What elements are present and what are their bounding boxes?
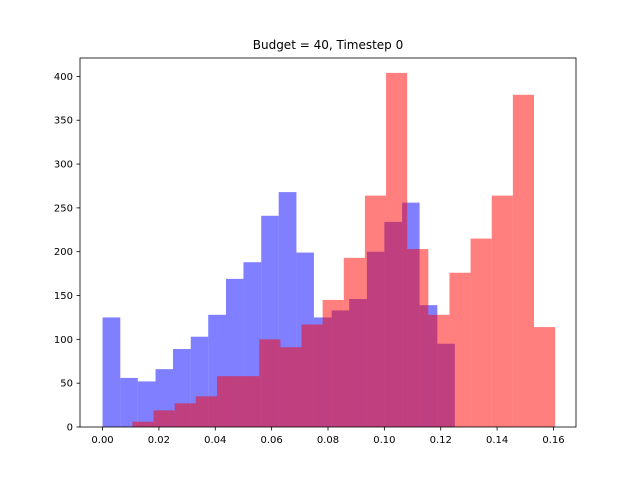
histogram-bar-series-2-bin-8 (280, 347, 302, 427)
x-tick-label: 0.04 (204, 435, 226, 446)
y-tick-label: 50 (60, 379, 73, 390)
histogram-bar-series-2-bin-13 (386, 72, 408, 428)
histogram-bar-series-2-bin-2 (153, 410, 175, 427)
x-tick-label: 0.06 (261, 435, 283, 446)
histogram-bar-series-2-bin-12 (364, 195, 387, 427)
x-tick-label: 0.00 (91, 435, 113, 446)
histogram-bar-series-2-bin-15 (428, 314, 450, 427)
histogram-bar-series-2-bin-9 (301, 324, 323, 427)
x-tick-label: 0.08 (317, 435, 339, 446)
y-tick-label: 150 (54, 291, 73, 302)
y-tick-label: 250 (54, 203, 73, 214)
histogram-bar-series-1-bin-2 (120, 377, 138, 427)
histogram-bar-series-2-bin-16 (449, 272, 471, 427)
histogram-bar-series-2-bin-17 (470, 238, 492, 427)
x-tick-label: 0.14 (486, 435, 508, 446)
histogram-bar-series-2-bin-14 (407, 249, 429, 427)
y-tick-label: 200 (54, 247, 73, 258)
histogram-bars (102, 72, 556, 428)
histogram-bar-series-2-bin-19 (512, 94, 535, 427)
y-tick-label: 100 (54, 335, 73, 346)
chart-title: Budget = 40, Timestep 0 (253, 38, 404, 52)
y-tick-label: 0 (67, 423, 73, 434)
x-tick-label: 0.10 (373, 435, 395, 446)
y-tick-label: 400 (54, 72, 73, 83)
y-axis: 0 50 100 150 200 250 300 350 400 (54, 72, 80, 434)
y-tick-label: 300 (54, 160, 73, 171)
x-tick-label: 0.02 (148, 435, 170, 446)
y-tick-label: 350 (54, 116, 73, 127)
histogram-bar-series-2-bin-4 (195, 396, 217, 427)
histogram-bar-series-2-bin-3 (174, 403, 196, 427)
histogram-bar-series-2-bin-6 (238, 376, 260, 427)
histogram-bar-series-2-bin-5 (216, 376, 239, 427)
histogram-bar-series-2-bin-7 (259, 339, 281, 427)
histogram-bar-series-2-bin-1 (132, 421, 154, 427)
x-tick-label: 0.12 (430, 435, 452, 446)
histogram-bar-series-1-bin-3 (137, 381, 156, 427)
histogram-bar-series-2-bin-18 (491, 195, 513, 427)
x-axis: 0.00 0.02 0.04 0.06 0.08 0.10 0.12 0.14 0.16 (91, 427, 565, 446)
x-tick-label: 0.16 (542, 435, 564, 446)
histogram-bar-series-2-bin-20 (534, 327, 556, 427)
histogram-bar-series-2-bin-11 (343, 257, 365, 427)
histogram-bar-series-1-bin-1 (102, 317, 121, 427)
histogram-bar-series-2-bin-10 (322, 299, 344, 427)
